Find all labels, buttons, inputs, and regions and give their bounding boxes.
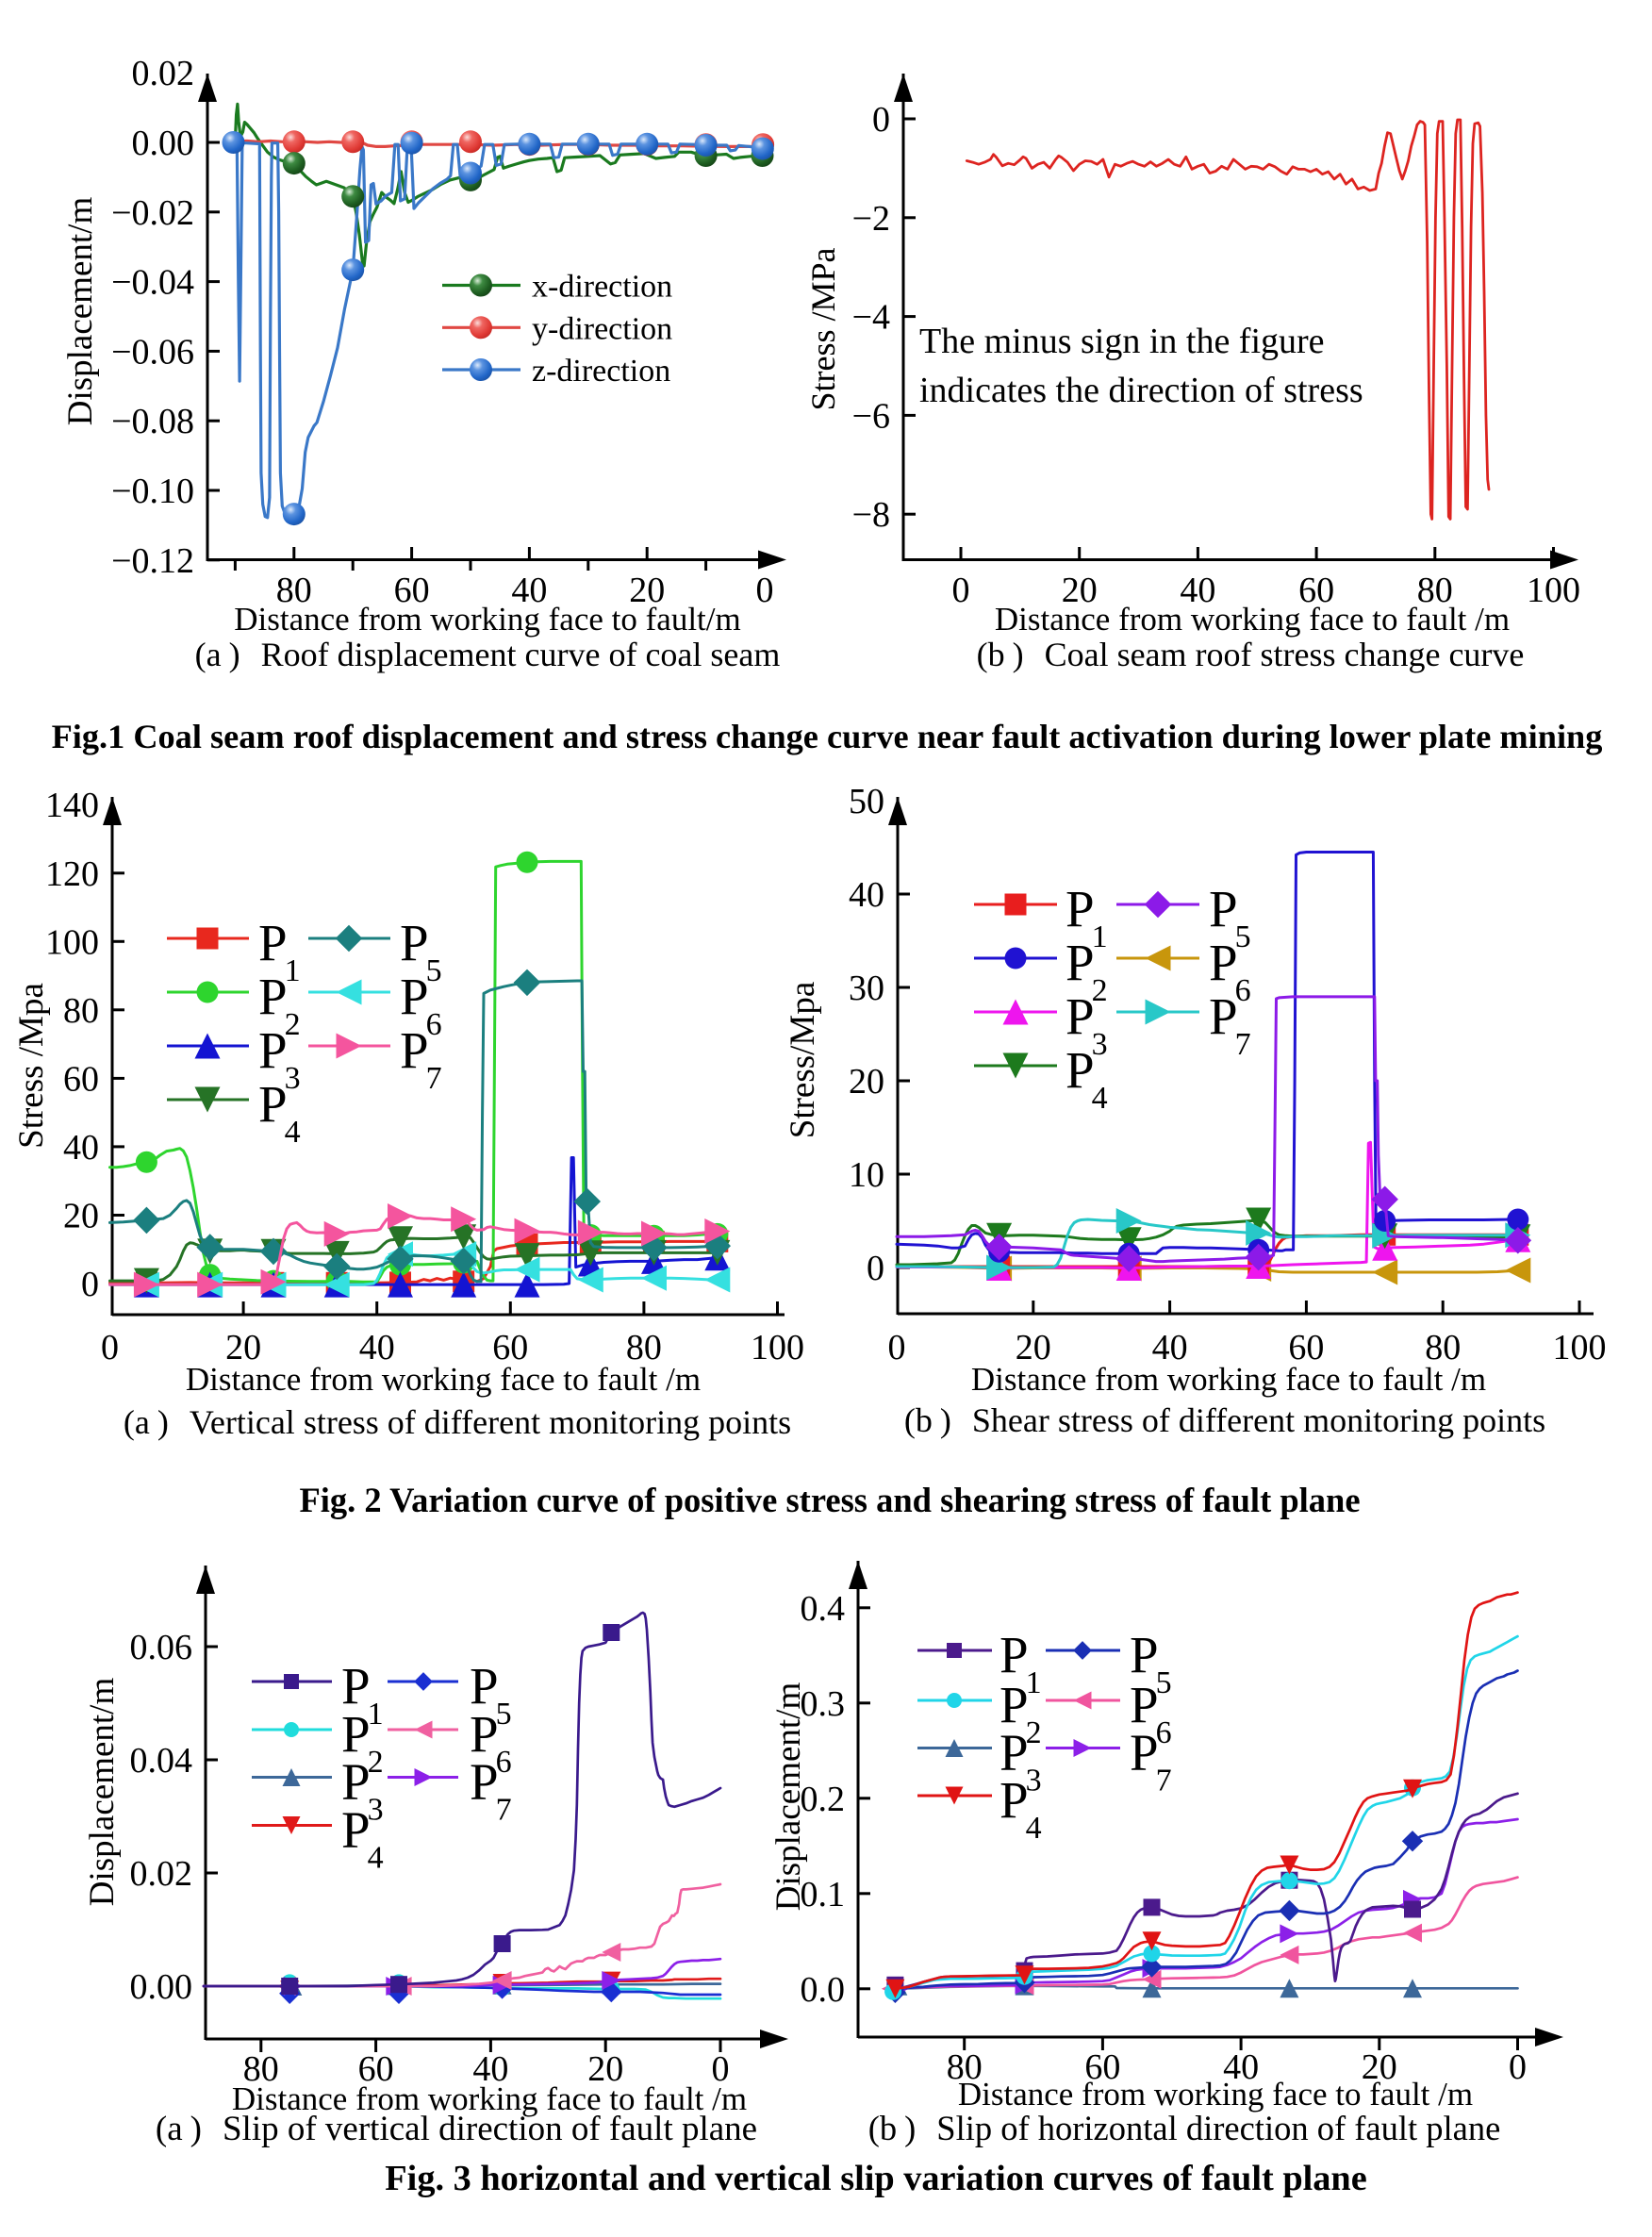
svg-text:(a)Slip of vertical direction: (a) Slip of vertical direction of fault p… — [156, 2110, 757, 2148]
svg-text:100: 100 — [1527, 571, 1580, 610]
svg-text:The minus sign in the figure: The minus sign in the figure — [919, 322, 1325, 361]
svg-text:20: 20 — [1362, 2047, 1397, 2087]
svg-text:20: 20 — [225, 1328, 261, 1367]
svg-text:0.0: 0.0 — [801, 1970, 846, 2010]
svg-text:0.06: 0.06 — [130, 1628, 193, 1667]
svg-text:20: 20 — [63, 1196, 99, 1235]
svg-text:60: 60 — [394, 571, 430, 610]
svg-text:(b)Coal seam roof stress chang: (b) Coal seam roof stress change curve — [977, 636, 1525, 673]
svg-text:−4: −4 — [852, 298, 890, 338]
svg-text:40: 40 — [1180, 571, 1215, 610]
svg-text:0.00: 0.00 — [132, 124, 195, 163]
svg-text:20: 20 — [1016, 1328, 1051, 1367]
svg-text:60: 60 — [1084, 2047, 1120, 2087]
svg-text:0.00: 0.00 — [130, 1967, 193, 2007]
svg-text:40: 40 — [511, 571, 547, 610]
svg-text:30: 30 — [849, 969, 884, 1008]
svg-text:Fig. 2 Variation curve of posi: Fig. 2 Variation curve of positive stres… — [299, 1481, 1360, 1519]
svg-text:100: 100 — [751, 1328, 804, 1367]
svg-text:100: 100 — [1553, 1328, 1607, 1367]
svg-text:(a)Vertical stress of differen: (a) Vertical stress of different monitori… — [124, 1403, 791, 1441]
svg-text:z-direction: z-direction — [532, 354, 670, 389]
svg-text:60: 60 — [358, 2049, 394, 2089]
svg-text:20: 20 — [849, 1062, 884, 1102]
svg-text:y-direction: y-direction — [532, 311, 672, 346]
svg-text:0: 0 — [81, 1265, 99, 1304]
svg-text:40: 40 — [849, 875, 884, 915]
svg-text:40: 40 — [1152, 1328, 1188, 1367]
svg-text:0.3: 0.3 — [801, 1684, 846, 1724]
svg-text:40: 40 — [1223, 2047, 1259, 2087]
svg-text:0.1: 0.1 — [801, 1875, 846, 1914]
svg-text:Stress /Mpa: Stress /Mpa — [12, 983, 51, 1149]
svg-text:0: 0 — [101, 1328, 119, 1367]
svg-text:80: 80 — [1425, 1328, 1461, 1367]
svg-text:0: 0 — [756, 571, 774, 610]
svg-text:0.02: 0.02 — [132, 54, 195, 93]
svg-text:40: 40 — [472, 2049, 508, 2089]
svg-text:20: 20 — [587, 2049, 623, 2089]
svg-text:0: 0 — [1509, 2047, 1527, 2087]
svg-text:−6: −6 — [852, 396, 890, 436]
svg-text:0.4: 0.4 — [801, 1589, 846, 1629]
svg-text:20: 20 — [1062, 571, 1098, 610]
svg-text:80: 80 — [1417, 571, 1453, 610]
svg-text:60: 60 — [1288, 1328, 1324, 1367]
svg-text:20: 20 — [629, 571, 665, 610]
svg-text:Displacement/m: Displacement/m — [769, 1682, 808, 1912]
svg-text:Distance from working face to: Distance from working face to fault /m — [971, 1361, 1486, 1398]
svg-text:60: 60 — [1298, 571, 1334, 610]
svg-text:0.2: 0.2 — [801, 1780, 846, 1819]
svg-text:Stress/Mpa: Stress/Mpa — [784, 982, 822, 1139]
svg-text:−0.06: −0.06 — [111, 332, 194, 372]
svg-text:−8: −8 — [852, 495, 890, 535]
svg-text:(b)Slip of horizontal directio: (b) Slip of horizontal direction of fault… — [868, 2109, 1501, 2147]
svg-text:Distance from working face to: Distance from working face to fault /m — [232, 2080, 747, 2117]
svg-text:80: 80 — [63, 991, 99, 1031]
svg-text:40: 40 — [63, 1128, 99, 1168]
svg-text:80: 80 — [626, 1328, 662, 1367]
svg-text:Displacement/m: Displacement/m — [61, 197, 100, 426]
svg-text:Stress /MPa: Stress /MPa — [804, 247, 842, 410]
svg-text:Distance from working face to: Distance from working face to fault /m — [995, 601, 1510, 638]
svg-text:10: 10 — [849, 1155, 884, 1195]
svg-text:60: 60 — [63, 1059, 99, 1099]
svg-text:−0.04: −0.04 — [111, 263, 194, 303]
svg-text:120: 120 — [45, 854, 99, 894]
svg-text:40: 40 — [359, 1328, 395, 1367]
svg-text:0: 0 — [888, 1328, 906, 1367]
svg-text:Fig. 3 horizontal and vertical: Fig. 3 horizontal and vertical slip vari… — [385, 2159, 1366, 2198]
svg-text:80: 80 — [243, 2049, 279, 2089]
svg-text:0: 0 — [872, 100, 890, 140]
svg-text:0: 0 — [867, 1249, 884, 1288]
svg-text:(b)Shear stress of different m: (b) Shear stress of different monitoring … — [904, 1401, 1545, 1439]
svg-text:100: 100 — [45, 922, 99, 962]
svg-text:−0.12: −0.12 — [111, 541, 194, 581]
svg-text:0.02: 0.02 — [130, 1854, 193, 1894]
svg-text:Fig.1 Coal seam roof displacem: Fig.1 Coal seam roof displacement and st… — [52, 718, 1603, 755]
svg-text:Distance from working face to: Distance from working face to fault/m — [234, 601, 740, 638]
svg-text:50: 50 — [849, 782, 884, 821]
svg-text:140: 140 — [45, 786, 99, 825]
svg-text:60: 60 — [492, 1328, 528, 1367]
svg-text:−0.02: −0.02 — [111, 193, 194, 233]
svg-text:x-direction: x-direction — [532, 270, 672, 305]
svg-text:0: 0 — [712, 2049, 730, 2089]
svg-text:80: 80 — [276, 571, 312, 610]
svg-text:−2: −2 — [852, 199, 890, 239]
svg-text:Displacement/m: Displacement/m — [83, 1678, 122, 1907]
svg-text:0.04: 0.04 — [130, 1741, 193, 1781]
svg-text:indicates the direction of str: indicates the direction of stress — [919, 371, 1363, 410]
svg-text:−0.08: −0.08 — [111, 402, 194, 441]
svg-text:0: 0 — [952, 571, 970, 610]
svg-text:80: 80 — [947, 2047, 983, 2087]
svg-text:Distance from working face to: Distance from working face to fault /m — [958, 2076, 1473, 2113]
svg-text:(a)Roof displacement curve of: (a) Roof displacement curve of coal seam — [195, 636, 781, 673]
svg-text:−0.10: −0.10 — [111, 472, 194, 511]
svg-text:Distance from working face to: Distance from working face to fault /m — [186, 1361, 701, 1398]
